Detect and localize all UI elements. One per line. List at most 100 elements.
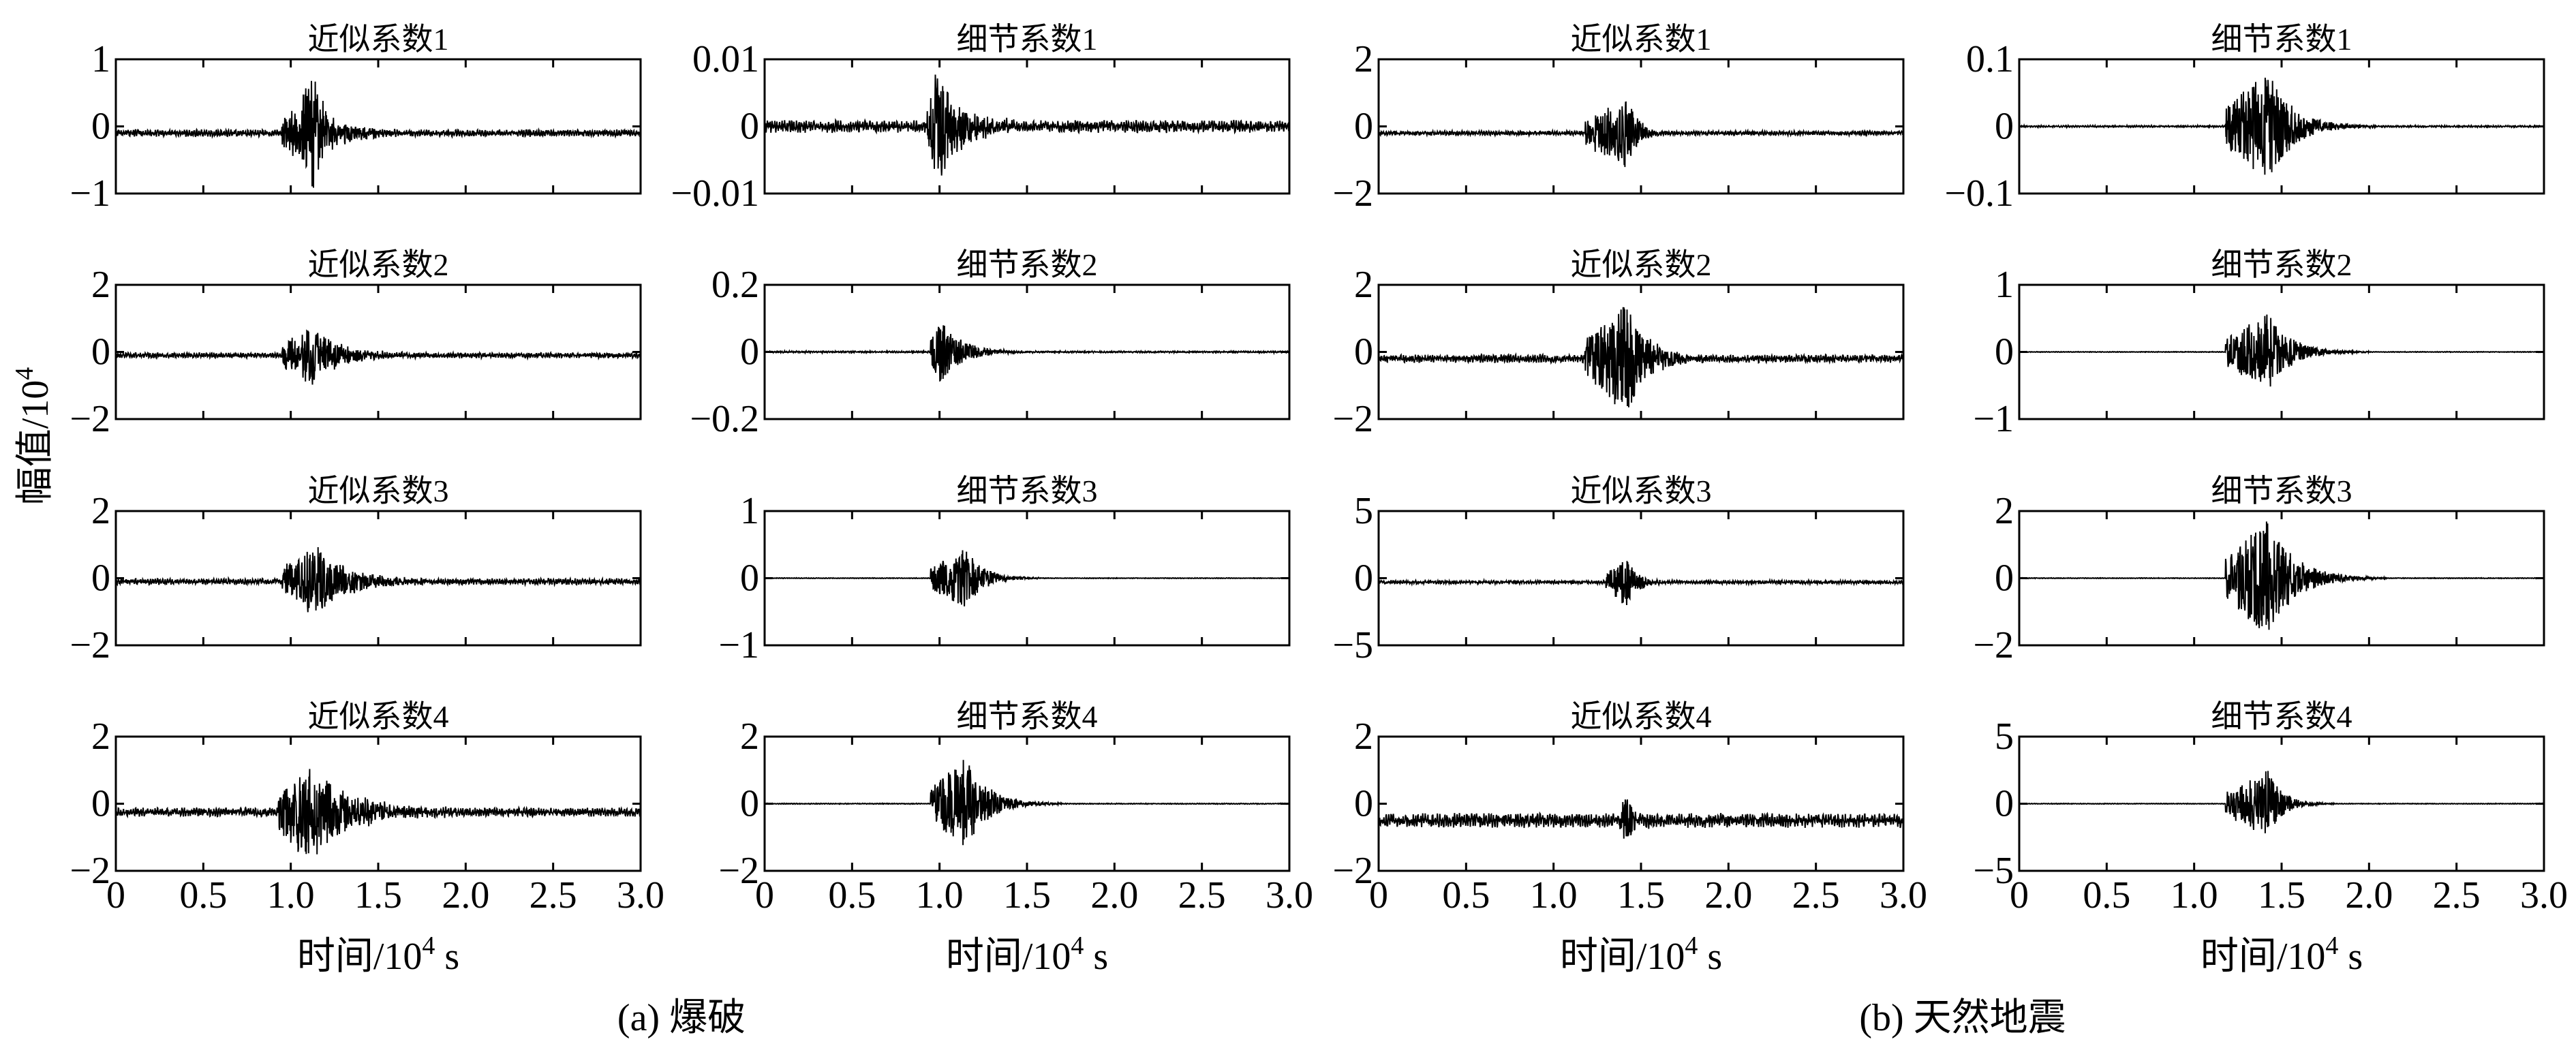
y-tick-label: 0	[1354, 557, 1373, 600]
y-tick-label: −2	[1332, 850, 1373, 892]
y-tick-label: 2	[91, 715, 110, 758]
subplot-title: 细节系数3	[2211, 474, 2352, 508]
y-tick-label: 2	[1354, 38, 1373, 80]
x-tick-label: 0	[2010, 874, 2029, 916]
x-axis-labels: 时间/104 s 时间/104 s 时间/104 s 时间/104 s	[297, 931, 2363, 978]
y-tick-label: −2	[1332, 172, 1373, 215]
x-tick-label: 0.5	[1442, 874, 1490, 916]
subplot-2: 细节系数1 0.01 0 −0.01	[671, 22, 1291, 215]
y-tick-label: 0.01	[692, 38, 759, 80]
y-tick-label: −1	[718, 624, 759, 666]
y-tick-label: 2	[1354, 264, 1373, 306]
x-tick-label: 0	[106, 874, 125, 916]
x-tick-label: 2.5	[1178, 874, 1226, 916]
x-tick-label: 0.5	[828, 874, 876, 916]
x-tick-label: 1.0	[1530, 874, 1578, 916]
y-tick-label: 0	[1354, 331, 1373, 373]
x-tick-label: 1.0	[2171, 874, 2218, 916]
signal-line	[115, 329, 641, 385]
subplot-1: 近似系数1 1 0 −1	[70, 22, 642, 215]
subplot-title: 细节系数3	[957, 474, 1098, 508]
x-tick-label: 2.0	[2345, 874, 2393, 916]
signal-line	[115, 80, 641, 188]
x-tick-label: 1.5	[2258, 874, 2305, 916]
signal-line	[2019, 771, 2545, 833]
x-tick-label: 2.0	[1704, 874, 1752, 916]
subplot-9: 近似系数3 2 0 −2	[70, 474, 642, 666]
subplot-title: 近似系数3	[308, 474, 449, 508]
x-axis-label: 时间/104 s	[2201, 931, 2363, 978]
y-tick-label: 0	[91, 106, 110, 148]
y-tick-label: 2	[1995, 490, 2014, 532]
y-tick-label: 0	[1995, 783, 2014, 825]
subplot-title: 近似系数1	[1571, 22, 1712, 57]
subplot-6: 细节系数2 0.2 0 −0.2	[690, 247, 1291, 440]
y-tick-label: −2	[1973, 624, 2014, 666]
subplot-12: 细节系数3 2 0 −2	[1973, 474, 2545, 666]
subplot-title: 细节系数1	[2211, 22, 2352, 57]
y-tick-label: 0	[740, 783, 759, 825]
subplot-11: 近似系数3 5 0 −5	[1332, 474, 1905, 666]
x-tick-label: 2.5	[1792, 874, 1840, 916]
signal-line	[2019, 314, 2545, 387]
signal-line	[115, 546, 641, 613]
y-axis-label: 幅值/104	[10, 367, 57, 506]
y-tick-label: 5	[1995, 715, 2014, 758]
y-tick-label: −0.1	[1944, 172, 2014, 215]
x-tick-label: 2.0	[442, 874, 489, 916]
y-tick-label: 2	[91, 264, 110, 306]
y-tick-label: 0	[1995, 331, 2014, 373]
y-tick-label: 1	[91, 38, 110, 80]
subplot-title: 细节系数4	[957, 699, 1098, 734]
x-axis-label: 时间/104 s	[946, 931, 1108, 978]
y-tick-label: −1	[70, 172, 110, 215]
y-tick-label: 0	[1354, 106, 1373, 148]
y-tick-label: 0	[91, 331, 110, 373]
y-tick-label: 0	[740, 106, 759, 148]
signal-line	[764, 74, 1290, 176]
x-tick-label: 3.0	[2520, 874, 2568, 916]
subplot-title: 细节系数4	[2211, 699, 2352, 734]
signal-line	[115, 769, 641, 854]
x-tick-label: 3.0	[617, 874, 664, 916]
y-tick-label: −2	[718, 850, 759, 892]
y-tick-label: 2	[91, 490, 110, 532]
x-tick-label: 1.0	[267, 874, 315, 916]
subplot-3: 近似系数1 2 0 −2	[1332, 22, 1905, 215]
x-tick-label: 3.0	[1880, 874, 1927, 916]
y-tick-label: −0.2	[690, 398, 759, 440]
x-tick-label: 0.5	[2083, 874, 2130, 916]
plot-frame	[114, 735, 642, 872]
subplot-title: 细节系数1	[957, 22, 1098, 57]
y-tick-label: 1	[740, 490, 759, 532]
subplot-title: 近似系数1	[308, 22, 449, 57]
x-tick-label: 1.5	[1003, 874, 1051, 916]
subplot-title: 细节系数2	[2211, 247, 2352, 282]
y-tick-label: −2	[1332, 398, 1373, 440]
signal-line	[2019, 77, 2545, 175]
signal-line	[1378, 307, 1904, 407]
signal-line	[764, 760, 1290, 846]
subplot-grid: 近似系数110−1细节系数10.010−0.01近似系数120−2细节系数10.…	[70, 22, 2568, 916]
x-tick-label: 0	[1369, 874, 1388, 916]
caption-a: (a) 爆破	[617, 997, 746, 1039]
y-tick-label: −0.01	[671, 172, 759, 215]
y-tick-label: 5	[1354, 490, 1373, 532]
x-tick-label: 2.5	[530, 874, 577, 916]
y-tick-label: −1	[1973, 398, 2014, 440]
subplot-title: 细节系数2	[957, 247, 1098, 282]
subplot-4: 细节系数1 0.1 0 −0.1	[1944, 22, 2545, 215]
subplot-8: 细节系数2 1 0 −1	[1973, 247, 2545, 440]
subplot-title: 近似系数3	[1571, 474, 1712, 508]
x-tick-label: 2.0	[1090, 874, 1138, 916]
y-tick-label: −5	[1332, 624, 1373, 666]
caption-b: (b) 天然地震	[1859, 997, 2066, 1039]
x-tick-label: 3.0	[1266, 874, 1313, 916]
x-tick-label: 1.5	[354, 874, 402, 916]
y-tick-label: −5	[1973, 850, 2014, 892]
y-tick-label: 0	[91, 557, 110, 600]
